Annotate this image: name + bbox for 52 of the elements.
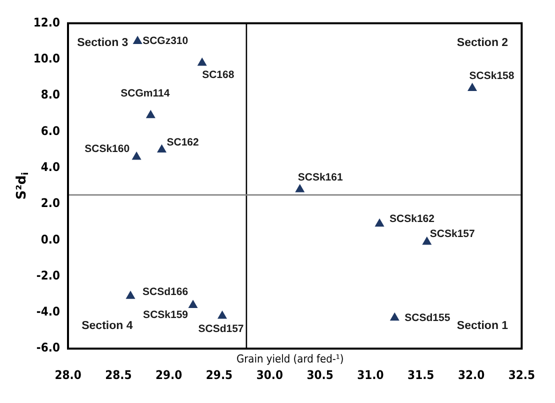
annotation: SCSk159: [143, 309, 188, 322]
annotation: SCSk161: [298, 171, 343, 184]
y-tick-label: -4.0: [36, 304, 60, 319]
point: [157, 144, 166, 152]
annotation: Section 3: [77, 36, 128, 49]
annotation: SCSd166: [142, 286, 188, 298]
y-tick-label: 4.0: [40, 160, 60, 174]
annotation: SCSk160: [84, 142, 130, 155]
x-tick-label: 32.0: [458, 368, 485, 382]
x-tick-label: 31.0: [357, 368, 384, 382]
x-tick-label: 30.5: [306, 368, 334, 382]
point: [375, 218, 384, 227]
y-tick-label: -2.0: [36, 268, 60, 282]
point: [218, 311, 227, 319]
point: [468, 83, 477, 92]
point: [126, 291, 135, 299]
y-tick-label: 0.0: [40, 232, 60, 246]
annotation: SCSk158: [469, 70, 514, 82]
y-tick-label: 10.0: [33, 51, 60, 66]
annotation: SCSd157: [198, 322, 244, 335]
annotation: Section 1: [456, 320, 509, 332]
annotation: Section 4: [82, 320, 134, 332]
annotation: Section 2: [456, 36, 508, 49]
y-tick-label: 2.0: [40, 196, 60, 210]
annotation: SCSk157: [430, 228, 476, 240]
y-tick-label: 6.0: [40, 124, 60, 138]
point: [188, 300, 198, 308]
annotation: SCSd155: [404, 312, 450, 324]
point: [132, 152, 141, 160]
annotation: SCGz310: [142, 35, 188, 48]
x-tick-label: 28.5: [105, 368, 132, 382]
x-tick-label: 30.0: [256, 368, 283, 382]
annotation: SC168: [202, 68, 234, 81]
point: [390, 312, 400, 321]
x-tick-label: 31.5: [408, 368, 434, 382]
y-axis-title: S²di: [14, 172, 32, 200]
x-axis-title: Grain yield (ard fed-¹): [236, 352, 344, 366]
point: [295, 184, 304, 192]
annotation: SCSk162: [390, 212, 435, 225]
point: [146, 110, 156, 118]
x-tick-label: 28.0: [54, 368, 82, 382]
x-tick-label: 29.0: [156, 368, 182, 382]
y-tick-label: 8.0: [40, 88, 60, 102]
annotation: SCGm114: [120, 87, 170, 100]
annotation: SC162: [166, 136, 200, 149]
y-tick-label: -6.0: [36, 340, 60, 355]
x-tick-label: 32.5: [508, 368, 535, 382]
y-tick-label: 12.0: [33, 15, 60, 30]
x-tick-label: 29.5: [206, 368, 233, 382]
point: [133, 36, 142, 44]
point: [198, 58, 206, 66]
point: [422, 236, 432, 245]
